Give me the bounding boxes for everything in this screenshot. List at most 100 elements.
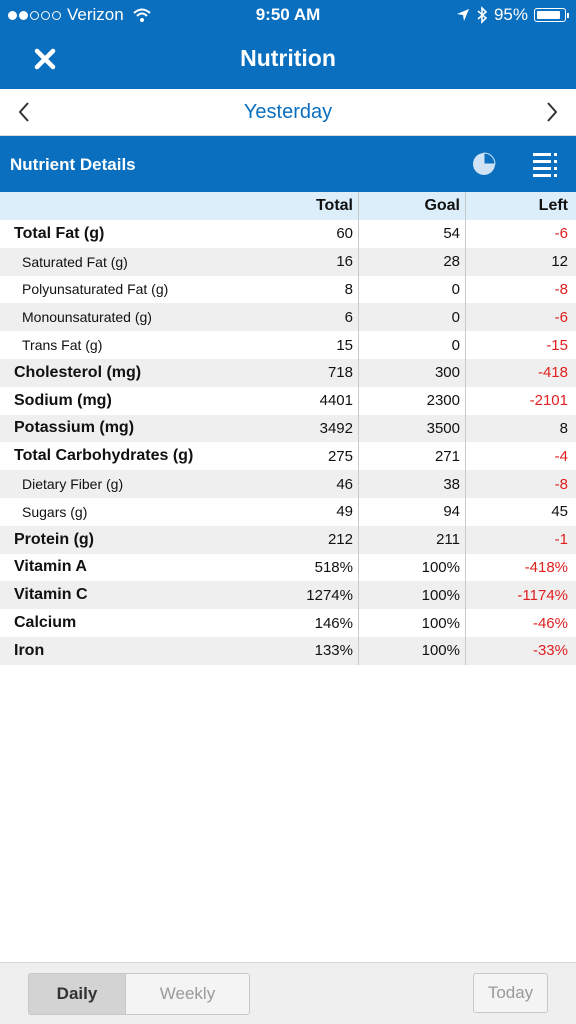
total-value: 718: [280, 358, 359, 387]
table-row: Total Fat (g) 60 54 -6: [0, 220, 576, 248]
total-value: 60: [280, 220, 359, 248]
table-row: Total Carbohydrates (g) 275 271 -4: [0, 442, 576, 471]
weekly-tab[interactable]: Weekly: [125, 974, 249, 1014]
total-value: 212: [280, 525, 359, 554]
nutrient-name: Potassium (mg): [14, 419, 135, 437]
goal-value: 2300: [359, 386, 466, 415]
signal-strength-icon: [8, 10, 61, 20]
nutrient-name: Iron: [14, 641, 45, 659]
nutrient-name: Vitamin A: [14, 558, 87, 576]
header-left: Left: [538, 197, 568, 214]
total-value: 15: [280, 331, 359, 359]
total-value: 8: [280, 275, 359, 304]
table-row: Monounsaturated (g) 6 0 -6: [0, 303, 576, 332]
total-value: 1274%: [280, 581, 359, 610]
table-body: Total Fat (g) 60 54 -6 Saturated Fat (g) 16 28…: [0, 220, 576, 665]
table-row: Potassium (mg) 3492 3500 8: [0, 414, 576, 443]
left-value: -418%: [524, 558, 568, 576]
total-value: 4401: [280, 386, 359, 415]
left-value: -6: [554, 225, 568, 243]
nutrient-name: Polyunsaturated Fat (g): [22, 281, 169, 298]
clock-time: 9:50 AM: [255, 5, 321, 24]
table-row: Dietary Fiber (g) 46 38 -8: [0, 470, 576, 498]
table-row: Sugars (g) 49 94 45: [0, 497, 576, 526]
left-value: 12: [551, 253, 568, 271]
left-value: 45: [551, 503, 568, 521]
nutrient-name: Sodium (mg): [14, 391, 112, 409]
header-goal: Goal: [359, 192, 466, 220]
today-button[interactable]: Today: [473, 973, 548, 1013]
pie-chart-icon[interactable]: [470, 150, 498, 178]
goal-value: 38: [359, 470, 466, 498]
goal-value: 100%: [359, 581, 466, 610]
total-value: 275: [280, 442, 359, 471]
table-row: Vitamin C 1274% 100% -1174%: [0, 581, 576, 610]
bluetooth-icon: [477, 6, 488, 24]
goal-value: 54: [359, 220, 466, 248]
nutrient-name: Vitamin C: [14, 586, 88, 604]
signal-dot: [41, 10, 50, 20]
table-row: Protein (g) 212 211 -1: [0, 525, 576, 554]
table-row: Trans Fat (g) 15 0 -15: [0, 331, 576, 359]
left-value: -4: [554, 447, 568, 465]
goal-value: 100%: [359, 553, 466, 582]
nutrient-name: Total Carbohydrates (g): [14, 447, 194, 465]
selected-date[interactable]: Yesterday: [243, 101, 333, 123]
list-view-icon[interactable]: [530, 150, 560, 178]
nutrient-table: Total Goal Left Total Fat (g) 60 54 -6 Satur…: [0, 192, 576, 665]
status-bar: Verizon 9:50 AM 95%: [0, 0, 576, 30]
left-value: 8: [559, 419, 568, 437]
battery-percent: 95%: [493, 5, 528, 24]
nutrient-name: Cholesterol (mg): [14, 363, 142, 381]
section-title: Nutrient Details: [10, 155, 136, 174]
status-right: 95%: [456, 5, 569, 25]
battery-fill: [537, 11, 560, 19]
nutrient-name: Saturated Fat (g): [22, 253, 128, 270]
total-value: 6: [280, 303, 359, 332]
nutrient-name: Dietary Fiber (g): [22, 476, 124, 493]
total-value: 133%: [280, 636, 359, 665]
location-arrow-icon: [456, 9, 469, 21]
signal-dot: [19, 10, 28, 20]
table-row: Calcium 146% 100% -46%: [0, 609, 576, 637]
left-value: -2101: [529, 392, 568, 410]
date-selector: Yesterday: [0, 89, 576, 136]
total-value: 518%: [280, 553, 359, 582]
chevron-right-icon[interactable]: [540, 99, 564, 125]
daily-tab[interactable]: Daily: [29, 974, 125, 1014]
goal-value: 94: [359, 497, 466, 526]
total-value: 146%: [280, 609, 359, 637]
battery-icon: [534, 8, 569, 22]
left-value: -46%: [532, 614, 568, 632]
table-row: Vitamin A 518% 100% -418%: [0, 553, 576, 582]
left-value: -1: [554, 531, 568, 549]
left-value: -1174%: [517, 586, 568, 604]
close-icon[interactable]: [28, 40, 62, 78]
carrier-name: Verizon: [67, 5, 124, 24]
signal-dot: [8, 10, 17, 20]
table-header-row: Total Goal Left: [0, 192, 576, 220]
page-title: Nutrition: [240, 45, 336, 71]
period-segmented-control: Daily Weekly: [28, 973, 250, 1015]
nav-bar: Nutrition: [0, 30, 576, 89]
section-header: Nutrient Details: [0, 136, 576, 192]
signal-dot: [30, 10, 39, 20]
nutrient-name: Total Fat (g): [14, 224, 105, 242]
left-value: -6: [554, 308, 568, 326]
goal-value: 0: [359, 331, 466, 359]
goal-value: 300: [359, 358, 466, 387]
nutrient-name: Sugars (g): [22, 503, 88, 520]
left-value: -418: [537, 364, 568, 382]
table-row: Polyunsaturated Fat (g) 8 0 -8: [0, 275, 576, 304]
total-value: 46: [280, 470, 359, 498]
chevron-left-icon[interactable]: [12, 99, 36, 125]
goal-value: 100%: [359, 636, 466, 665]
goal-value: 3500: [359, 414, 466, 443]
nutrient-name: Trans Fat (g): [22, 337, 103, 354]
table-row: Sodium (mg) 4401 2300 -2101: [0, 386, 576, 415]
nutrient-name: Calcium: [14, 614, 77, 632]
total-value: 16: [280, 247, 359, 276]
left-value: -33%: [532, 642, 568, 660]
status-left: Verizon: [8, 5, 152, 25]
nutrient-name: Protein (g): [14, 530, 94, 548]
